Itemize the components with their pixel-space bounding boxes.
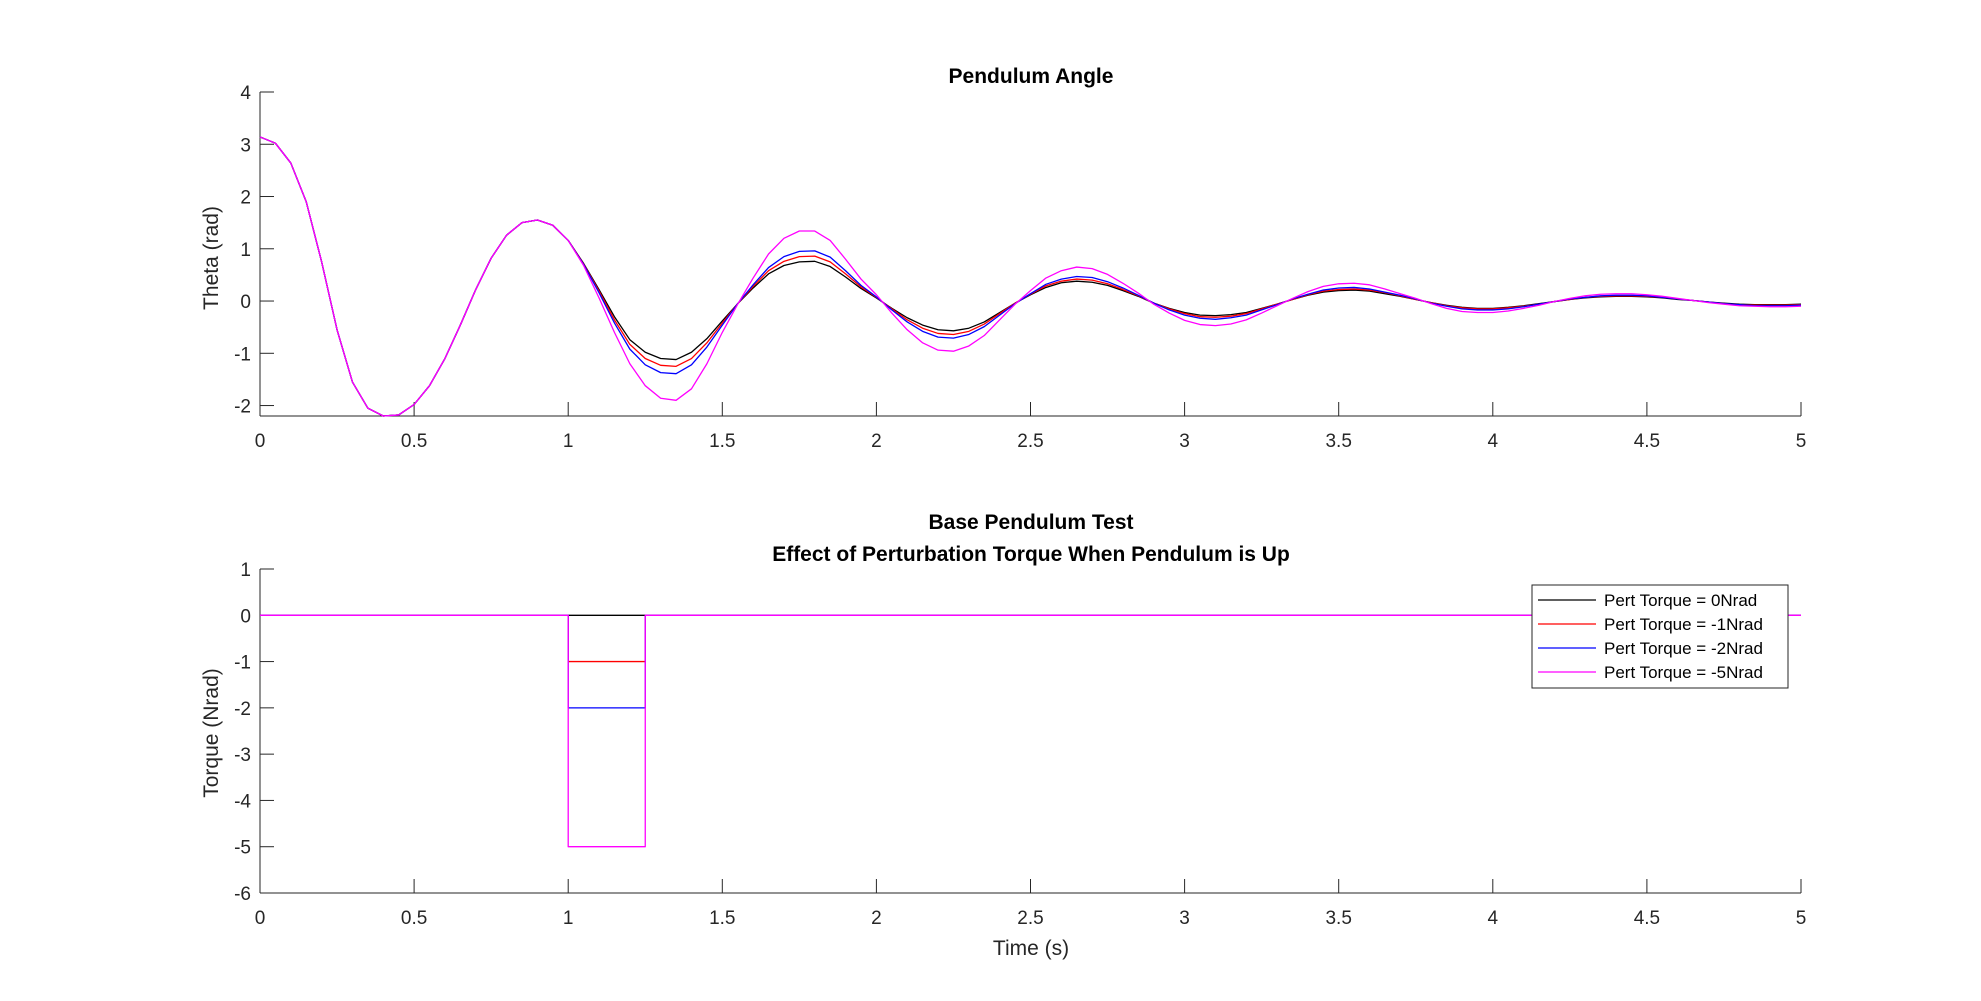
y-tick-label: -4 <box>234 791 251 812</box>
x-tick-label: 1.5 <box>709 431 735 452</box>
x-tick-label: 3 <box>1179 908 1190 929</box>
x-tick-label: 1 <box>563 431 574 452</box>
legend-label: Pert Torque = -5Nrad <box>1604 663 1763 682</box>
x-tick-label: 1 <box>563 908 574 929</box>
x-tick-label: 4.5 <box>1634 431 1660 452</box>
x-tick-label: 0 <box>255 431 266 452</box>
plot-area: 0 0.5 1 1.5 2 2.5 3 3.5 4 4.5 5 -2 -1 0 1 2 3 4 <box>234 83 1806 452</box>
series-line-3 <box>260 614 1801 848</box>
plot-area: 0 0.5 1 1.5 2 2.5 3 3.5 4 4.5 5 -6 -5 -4 -3 -2 -1 0 1 <box>234 560 1806 929</box>
chart-perturbation-torque: Base Pendulum Test Effect of Perturbatio… <box>200 511 1806 960</box>
x-tick-label: 4 <box>1488 908 1499 929</box>
x-tick-label: 0.5 <box>401 908 427 929</box>
chart-title: Base Pendulum Test <box>929 511 1134 534</box>
chart-pendulum-angle: Pendulum Angle Theta (rad) 0 0.5 1 1.5 2 2.5 3… <box>200 65 1806 452</box>
y-axis-label: Theta (rad) <box>200 206 223 310</box>
y-tick-label: -1 <box>234 344 251 365</box>
y-tick-label: -5 <box>234 838 251 859</box>
legend: Pert Torque = 0Nrad Pert Torque = -1Nrad P… <box>1531 584 1789 689</box>
legend-label: Pert Torque = 0Nrad <box>1604 591 1757 610</box>
x-tick-label: 3.5 <box>1325 908 1351 929</box>
x-tick-label: 0 <box>255 908 266 929</box>
x-tick-label: 2.5 <box>1017 431 1043 452</box>
x-tick-label: 5 <box>1796 908 1807 929</box>
y-tick-label: -2 <box>234 397 251 418</box>
y-tick-label: 1 <box>240 560 251 581</box>
y-tick-label: 0 <box>240 606 251 627</box>
y-tick-label: 2 <box>240 188 251 209</box>
chart-subtitle: Effect of Perturbation Torque When Pendu… <box>772 543 1290 566</box>
x-tick-label: 3.5 <box>1325 431 1351 452</box>
x-tick-label: 2 <box>871 908 882 929</box>
x-tick-label: 3 <box>1179 431 1190 452</box>
legend-label: Pert Torque = -2Nrad <box>1604 639 1763 658</box>
chart-title: Pendulum Angle <box>949 65 1114 88</box>
x-tick-label: 4.5 <box>1634 908 1660 929</box>
y-tick-label: -2 <box>234 699 251 720</box>
y-tick-label: 0 <box>240 292 251 313</box>
series-line-3 <box>259 136 1802 417</box>
x-axis-label: Time (s) <box>993 937 1069 960</box>
x-tick-label: 2.5 <box>1017 908 1043 929</box>
y-tick-label: -1 <box>234 653 251 674</box>
x-tick-label: 5 <box>1796 431 1807 452</box>
y-tick-label: 1 <box>240 240 251 261</box>
y-tick-label: 3 <box>240 135 251 156</box>
y-tick-label: -6 <box>234 884 251 905</box>
x-tick-label: 4 <box>1488 431 1499 452</box>
x-tick-label: 0.5 <box>401 431 427 452</box>
y-tick-label: -3 <box>234 745 251 766</box>
legend-box <box>1531 584 1789 689</box>
legend-label: Pert Torque = -1Nrad <box>1604 615 1763 634</box>
y-axis-label: Torque (Nrad) <box>200 668 223 798</box>
x-tick-label: 2 <box>871 431 882 452</box>
y-tick-label: 4 <box>240 83 251 104</box>
x-tick-label: 1.5 <box>709 908 735 929</box>
